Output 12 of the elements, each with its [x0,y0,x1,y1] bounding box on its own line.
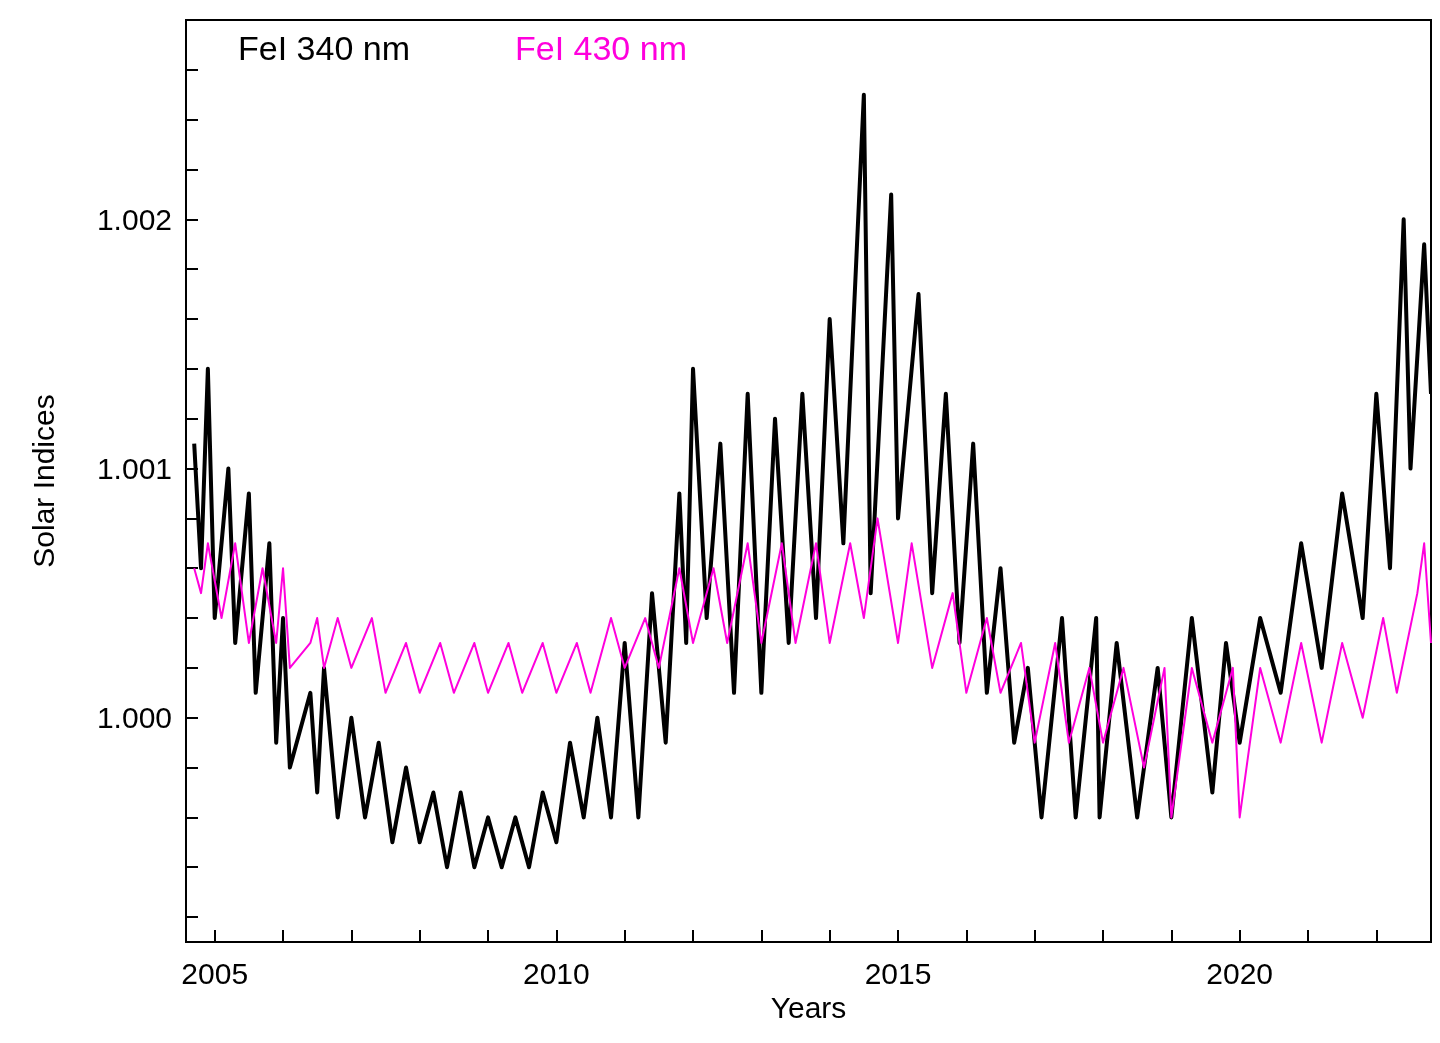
text: FeI 340 nm [238,29,410,67]
text: FeI 430 nm [514,29,687,67]
x-tick-label: 2010 [522,956,590,990]
x-tick-label: 2005 [181,956,249,990]
line-series [193,517,1432,819]
x-tick-label: 2020 [1206,956,1274,990]
y-axis-title: Solar Indices [26,394,60,568]
x-tick-label: 2015 [864,956,932,990]
y-tick-label: 1.000 [96,701,172,735]
x-axis-title: Years [770,991,847,1025]
y-tick-label: 1.001 [96,452,172,486]
y-tick-label: 1.002 [96,202,172,236]
